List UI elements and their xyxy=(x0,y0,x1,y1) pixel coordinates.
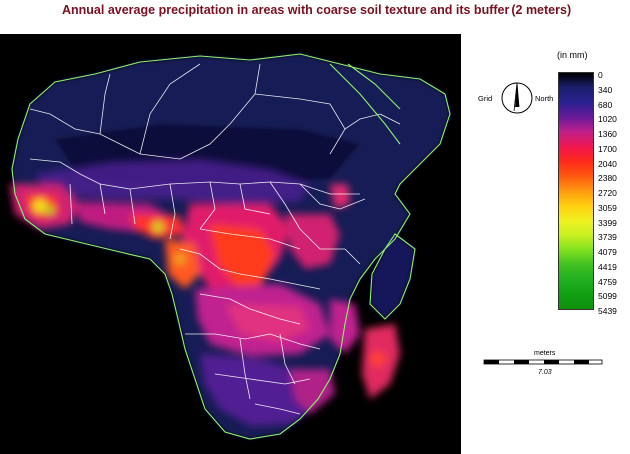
country-boundaries xyxy=(29,63,401,415)
map-title: Annual average precipitation in areas wi… xyxy=(62,3,571,17)
legend-label: 3399 xyxy=(598,217,617,228)
precipitation-field xyxy=(10,159,400,426)
legend-label: 2380 xyxy=(598,173,617,184)
scale-bar: meters 7.03 xyxy=(482,350,606,380)
legend-label: 4079 xyxy=(598,247,617,257)
legend-label: 4759 xyxy=(598,276,617,287)
legend-label: 5439 xyxy=(598,306,617,316)
north-arrow-grid-label: Grid xyxy=(478,94,493,103)
legend-label: 3739 xyxy=(598,232,617,243)
legend-label: 2720 xyxy=(598,188,617,198)
map-title-suffix: (2 meters) xyxy=(511,3,572,17)
legend-label: 3059 xyxy=(598,202,617,213)
north-arrow: Grid North xyxy=(472,77,562,121)
legend-unit-label: (in mm) xyxy=(557,50,588,60)
legend-label: 340 xyxy=(598,84,613,95)
scale-bar-graphic xyxy=(483,359,603,365)
legend-label: 4419 xyxy=(598,261,617,272)
compass-icon xyxy=(501,82,533,114)
scale-bar-unit: meters xyxy=(534,350,556,357)
precipitation-map xyxy=(0,34,461,454)
coastline xyxy=(11,53,451,440)
scale-bar-value: 7.03 xyxy=(538,369,552,376)
legend-label: 2040 xyxy=(598,158,617,169)
map-title-main: Annual average precipitation in areas wi… xyxy=(62,3,510,17)
legend-label: 1360 xyxy=(598,129,617,139)
north-arrow-north-label: North xyxy=(535,94,554,103)
legend-label: 1020 xyxy=(598,114,617,125)
legend-label: 680 xyxy=(598,99,613,110)
legend-label: 5099 xyxy=(598,291,617,302)
legend-label: 0 xyxy=(598,70,603,80)
legend-color-bar xyxy=(558,72,594,310)
legend-label: 1700 xyxy=(598,143,617,154)
